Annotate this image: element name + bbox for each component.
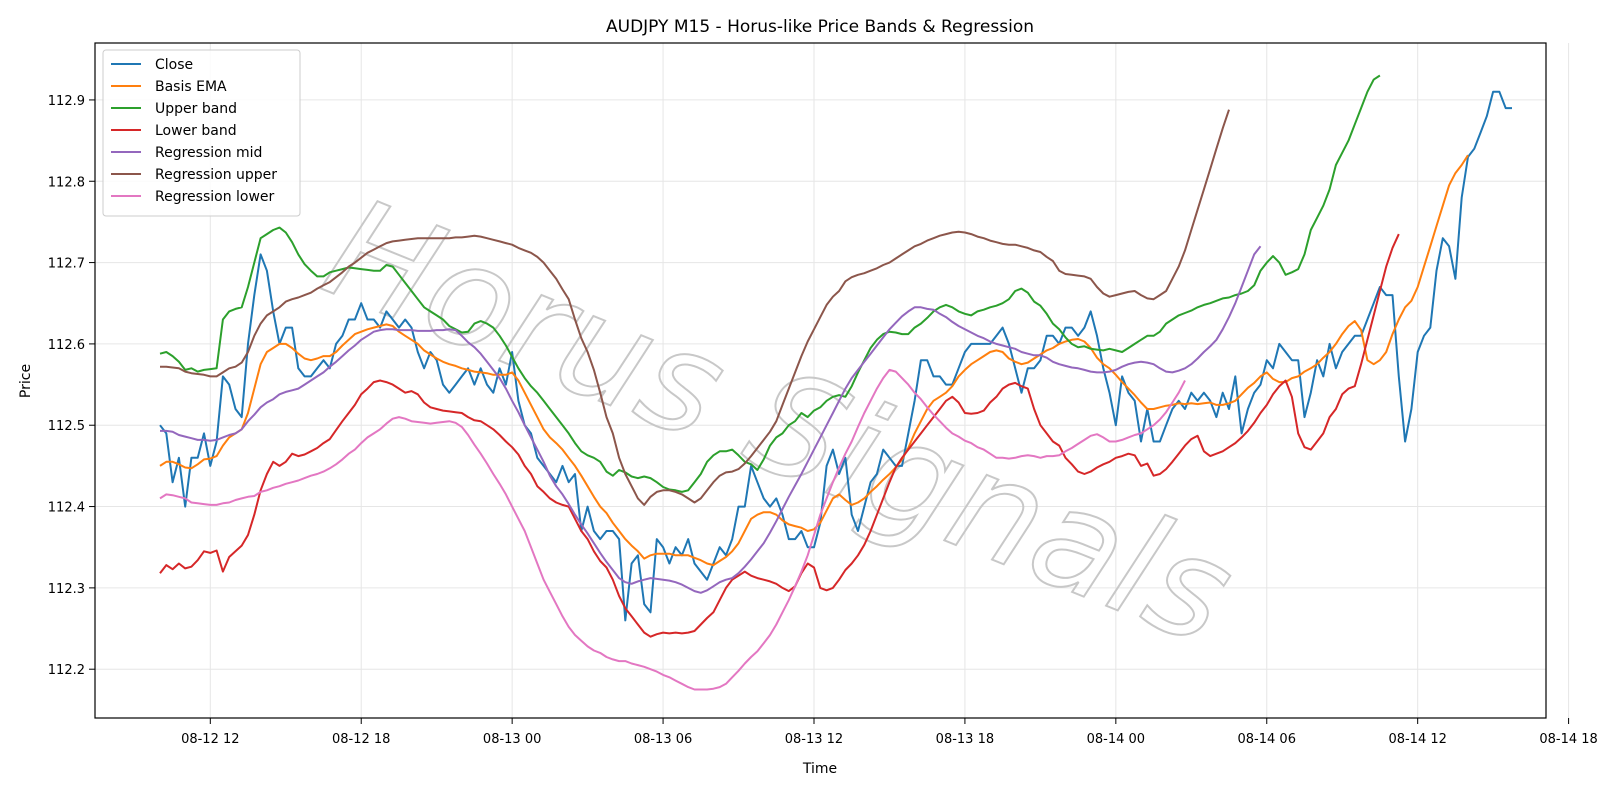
legend-label-basis-ema: Basis EMA — [155, 79, 227, 95]
grid — [95, 43, 1570, 718]
x-tick-label: 08-13 06 — [634, 732, 692, 747]
series-line-upper-band — [159, 74, 1381, 493]
series-line-basis-ema — [159, 154, 1469, 567]
chart-title: AUDJPY M15 - Horus-like Price Bands & Re… — [606, 17, 1034, 37]
series-line-regression-lower — [159, 368, 1186, 691]
legend-label-upper-band: Upper band — [155, 101, 237, 117]
x-axis: 08-12 12 08-12 18 08-13 00 08-13 06 08-13 12… — [181, 718, 1598, 747]
y-tick-label: 112.9 — [48, 94, 85, 109]
legend-box — [102, 49, 301, 217]
y-tick-label: 112.6 — [48, 338, 85, 353]
legend-label-close: Close — [155, 57, 193, 73]
legend-label-regression-upper: Regression upper — [155, 167, 277, 183]
series-layer — [159, 74, 1512, 691]
legend-label-regression-mid: Regression mid — [155, 145, 262, 161]
x-axis-label: Time — [802, 761, 837, 777]
y-tick-label: 112.7 — [48, 257, 85, 272]
series-line-regression-mid — [160, 245, 1262, 594]
y-tick-label: 112.3 — [48, 582, 85, 597]
series-line-regression-upper — [160, 109, 1230, 506]
legend-label-lower-band: Lower band — [155, 123, 237, 139]
y-tick-label: 112.4 — [48, 501, 85, 516]
series-line-close — [159, 90, 1512, 622]
x-tick-label: 08-13 00 — [483, 732, 541, 747]
x-tick-label: 08-13 12 — [785, 732, 843, 747]
y-tick-label: 112.8 — [48, 175, 85, 190]
plot-frame — [94, 42, 1547, 719]
series-line-lower-band — [159, 233, 1400, 638]
x-tick-label: 08-13 18 — [936, 732, 994, 747]
legend-label-regression-lower: Regression lower — [155, 189, 275, 205]
y-axis-label: Price — [18, 364, 34, 398]
y-tick-label: 112.2 — [48, 663, 85, 678]
x-tick-label: 08-12 12 — [181, 732, 239, 747]
x-tick-label: 08-14 12 — [1388, 732, 1446, 747]
x-tick-label: 08-14 18 — [1539, 732, 1597, 747]
legend: Close Basis EMA Upper band Lower band Regres… — [102, 49, 301, 217]
x-tick-label: 08-14 00 — [1087, 732, 1145, 747]
y-tick-label: 112.5 — [48, 419, 85, 434]
y-axis: 112.2 112.3 112.4 112.5 112.6 112.7 112.8 112.9 — [48, 94, 95, 678]
x-tick-label: 08-12 18 — [332, 732, 390, 747]
x-tick-label: 08-14 06 — [1238, 732, 1296, 747]
